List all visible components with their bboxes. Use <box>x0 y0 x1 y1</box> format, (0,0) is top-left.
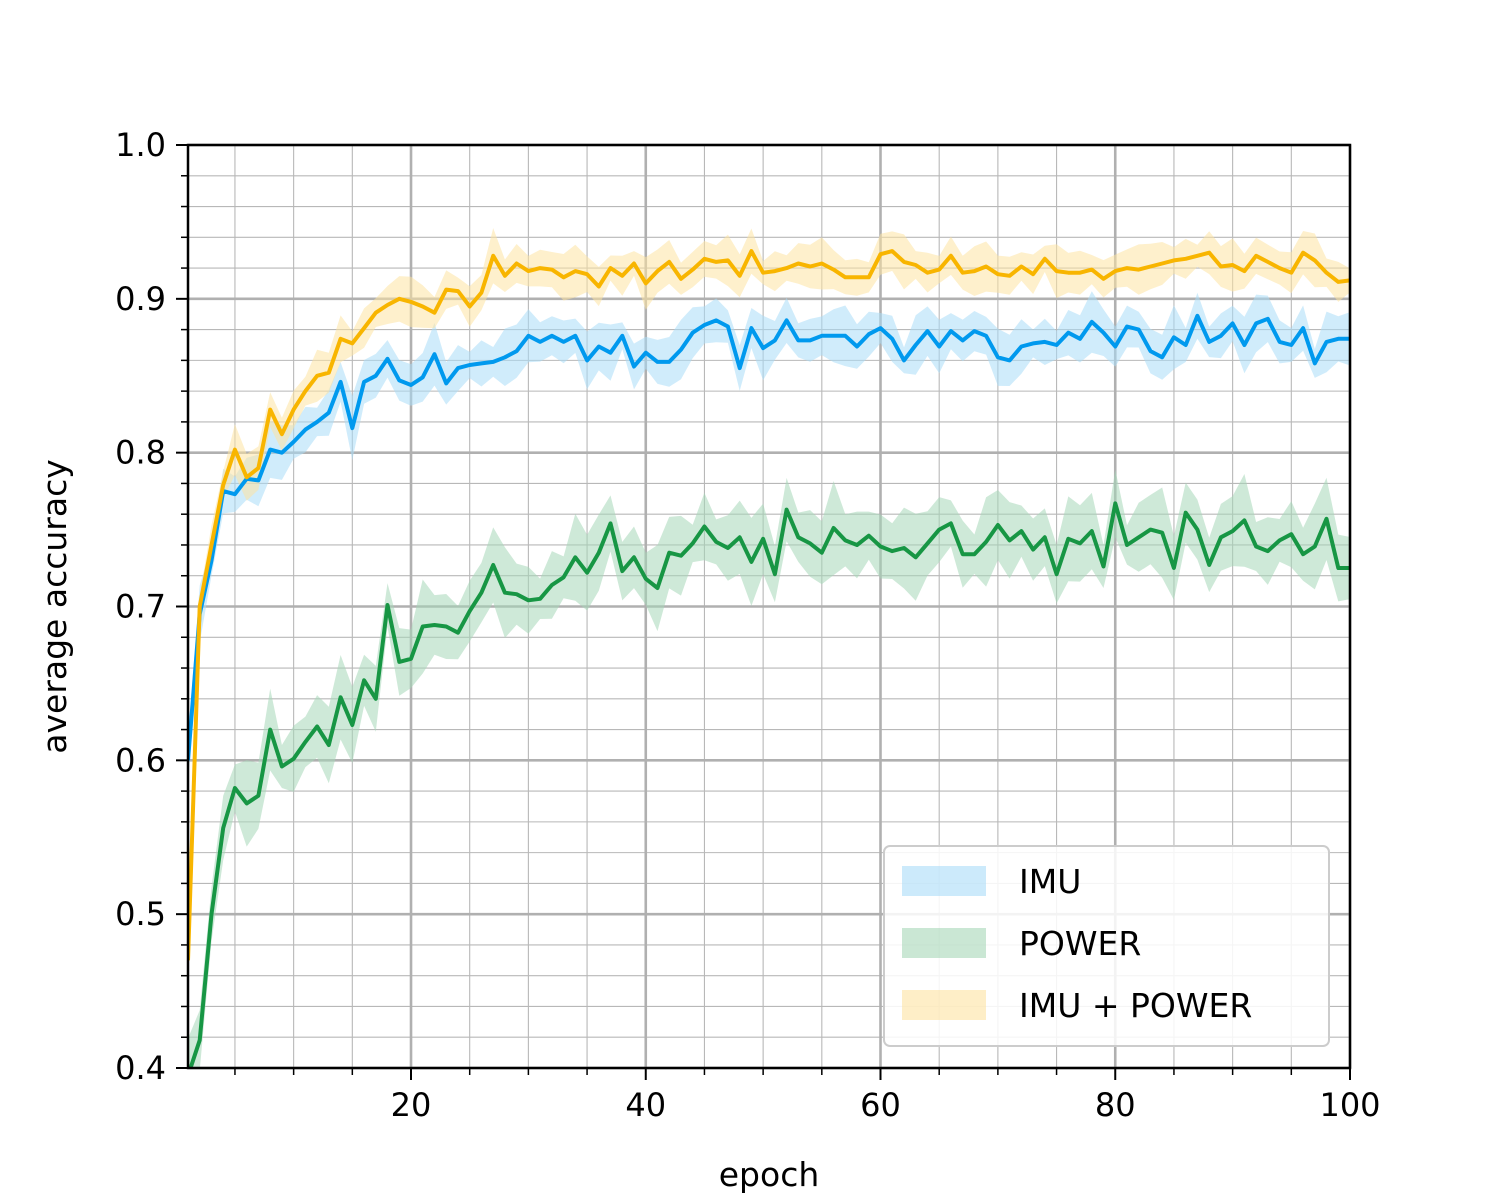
y-tick-label: 0.9 <box>115 280 166 318</box>
legend-label-imu-power: IMU + POWER <box>1019 986 1252 1025</box>
x-tick-label: 40 <box>625 1086 666 1124</box>
legend: IMU POWER IMU + POWER <box>883 845 1330 1047</box>
line-imu <box>188 313 1350 761</box>
band-imu <box>188 291 1350 783</box>
x-tick-label: 60 <box>860 1086 901 1124</box>
y-tick-labels: 0.4 0.5 0.6 0.7 0.8 0.9 1.0 <box>115 126 166 1087</box>
x-tick-label: 20 <box>391 1086 432 1124</box>
x-tick-label: 80 <box>1095 1086 1136 1124</box>
x-tick-labels: 20 40 60 80 100 <box>391 1086 1381 1124</box>
line-imu-power <box>188 249 1350 961</box>
y-tick-label: 0.5 <box>115 895 166 933</box>
axis-ticks <box>176 144 1351 1080</box>
y-tick-label: 0.6 <box>115 741 166 779</box>
line-power <box>188 501 1350 1068</box>
legend-label-imu: IMU <box>1019 862 1081 901</box>
band-power <box>188 469 1350 1068</box>
y-tick-label: 0.4 <box>115 1049 166 1087</box>
legend-swatch-power <box>902 928 986 958</box>
y-tick-label: 1.0 <box>115 126 166 164</box>
y-tick-label: 0.7 <box>115 588 166 626</box>
legend-box <box>883 845 1330 1047</box>
legend-swatch-imu-power <box>902 990 986 1020</box>
series-lines <box>188 249 1350 1068</box>
legend-label-power: POWER <box>1019 924 1141 963</box>
confidence-bands <box>188 228 1350 1068</box>
x-tick-label: 100 <box>1319 1086 1380 1124</box>
x-axis-title: epoch <box>719 1155 820 1194</box>
y-axis-title: average accuracy <box>35 459 74 753</box>
y-tick-label: 0.8 <box>115 434 166 472</box>
legend-swatch-imu <box>902 866 986 896</box>
